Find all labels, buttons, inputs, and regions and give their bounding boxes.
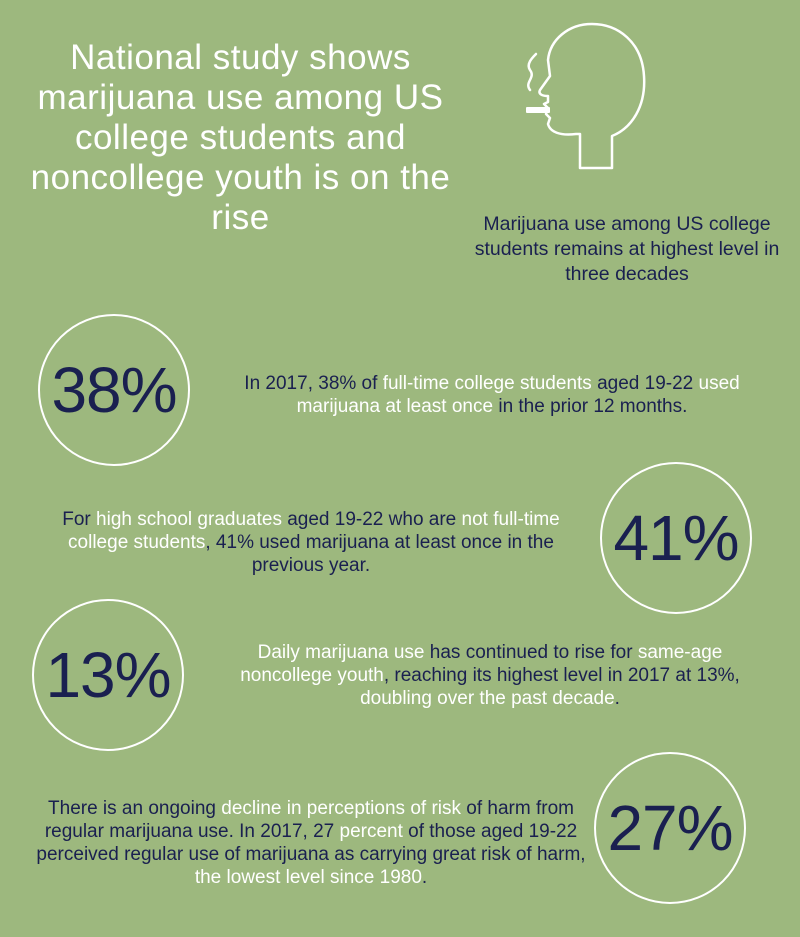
highlight-text: used marijuana at least once: [296, 373, 740, 417]
headline: National study shows marijuana use among…: [30, 38, 451, 237]
highlight-text: the lowest level since 1980: [194, 867, 422, 888]
body-text: has continued to rise for: [424, 642, 638, 663]
stat-circle-27: 27%: [594, 752, 746, 904]
body-text: of harm from regular marijuana use. In 2…: [44, 798, 574, 842]
stat-value: 27%: [607, 792, 733, 864]
highlight-text: decline in perceptions of risk: [221, 798, 461, 819]
subheading: Marijuana use among US college students …: [474, 213, 780, 285]
highlight-text: high school graduates: [96, 509, 282, 530]
stat-circle-38: 38%: [38, 314, 190, 466]
stat-text-38: In 2017, 38% of full-time college studen…: [222, 372, 762, 418]
body-text: For: [62, 509, 97, 530]
body-text: aged 19-22 who are: [281, 509, 462, 530]
stat-circle-41: 41%: [600, 462, 752, 614]
stat-value: 38%: [51, 354, 177, 426]
body-text: of those aged 19-22 perceived regular us…: [36, 821, 586, 865]
body-text: in the prior 12 months.: [493, 396, 688, 417]
highlight-text: not full-time college students: [68, 509, 560, 553]
stat-text-13: Daily marijuana use has continued to ris…: [212, 641, 768, 710]
stat-text-41: For high school graduates aged 19-22 who…: [30, 508, 592, 577]
body-text: .: [614, 688, 620, 709]
highlight-text: same-age noncollege youth: [240, 642, 723, 686]
stat-value: 13%: [45, 639, 171, 711]
body-text: In 2017, 38% of: [244, 373, 383, 394]
stat-circle-13: 13%: [32, 599, 184, 751]
highlight-text: full-time college students: [382, 373, 592, 394]
smoking-head-icon: [526, 22, 646, 170]
highlight-text: percent: [339, 821, 403, 842]
body-text: There is an ongoing: [48, 798, 222, 819]
stat-value: 41%: [613, 502, 739, 574]
highlight-text: Daily marijuana use: [257, 642, 425, 663]
highlight-text: doubling over the past decade: [360, 688, 615, 709]
body-text: , 41% used marijuana at least once in th…: [205, 532, 554, 576]
stat-text-27: There is an ongoing decline in perceptio…: [28, 797, 594, 889]
body-text: .: [421, 867, 428, 888]
body-text: aged 19-22: [591, 373, 699, 394]
body-text: , reaching its highest level in 2017 at …: [383, 665, 740, 686]
